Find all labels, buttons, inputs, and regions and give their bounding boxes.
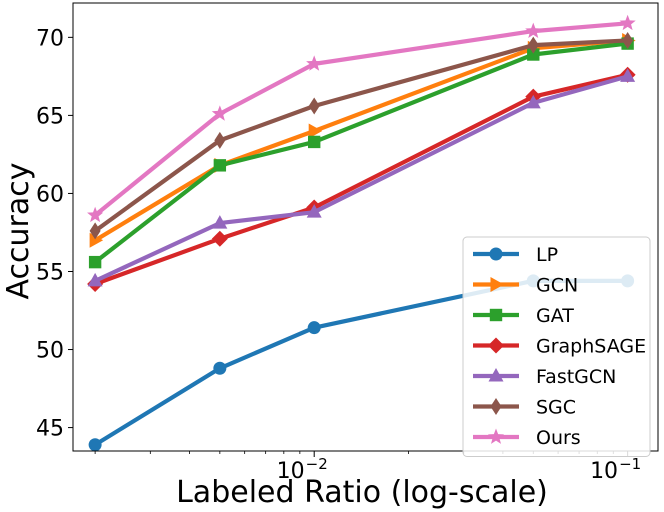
data-point-lp (307, 321, 321, 335)
y-tick-label: 45 (36, 417, 64, 442)
data-point-fastgcn (620, 68, 636, 82)
y-tick-label: 50 (36, 339, 64, 364)
legend-item-fastgcn: FastGCN (473, 366, 616, 388)
y-tick-label: 65 (36, 104, 64, 129)
legend-label: Ours (536, 427, 581, 449)
y-tick-label: 55 (36, 260, 64, 285)
legend-item-gcn: GCN (473, 275, 578, 297)
plot-frame (72, 2, 659, 452)
data-point-sgc (622, 31, 634, 49)
x-axis-label: Labeled Ratio (log-scale) (176, 475, 548, 510)
x-tick-label: 10−1 (590, 455, 641, 484)
data-point-gcn (308, 123, 323, 139)
legend-item-gat: GAT (473, 305, 574, 327)
legend-label: GraphSAGE (536, 336, 646, 358)
data-point-ours (306, 55, 323, 71)
legend-marker (490, 398, 502, 415)
legend-marker (489, 308, 503, 322)
data-point-ours (525, 22, 542, 38)
legend-label: LP (536, 244, 558, 266)
data-point-sgc (89, 222, 101, 240)
legend-marker (489, 247, 503, 261)
data-point-gat (213, 159, 227, 172)
legend-marker (490, 277, 504, 292)
y-axis-label: Accuracy (1, 163, 36, 300)
legend-label: GAT (536, 305, 574, 327)
data-point-gat (527, 48, 540, 61)
data-point-ours (211, 105, 228, 121)
data-point-ours (619, 14, 636, 31)
legend-label: FastGCN (536, 366, 616, 388)
y-tick-label: 70 (36, 26, 64, 51)
plot-area: 45 50 55 60 65 70 10−2 10−1 LP GCN GAT GraphSAGE Fas… (36, 2, 659, 484)
legend-marker (487, 428, 505, 444)
data-point-fastgcn (525, 94, 541, 109)
x-tick-label: 10−2 (277, 455, 328, 484)
legend-marker (488, 337, 504, 354)
data-point-fastgcn (306, 204, 322, 218)
data-point-gat (88, 255, 102, 269)
data-point-fastgcn (212, 215, 228, 229)
data-point-lp (88, 438, 102, 452)
series-gcn (89, 32, 636, 248)
series-sgc (89, 31, 634, 240)
data-point-sgc (214, 131, 226, 149)
series-fastgcn (87, 68, 636, 287)
legend-box (462, 236, 651, 457)
data-point-ours (87, 206, 104, 223)
series-line-gcn (93, 38, 630, 243)
series-ours (87, 14, 636, 223)
legend-item-sgc: SGC (473, 397, 576, 419)
data-point-gcn (89, 232, 104, 248)
data-point-sgc (308, 97, 320, 115)
data-point-graphsage (211, 230, 228, 247)
legend-label: GCN (536, 275, 578, 297)
y-tick-label: 60 (36, 182, 64, 207)
data-point-gat (307, 135, 321, 149)
legend-item-ours: Ours (473, 427, 581, 449)
data-point-fastgcn (87, 272, 103, 287)
legend-marker (488, 368, 504, 382)
data-point-sgc (527, 36, 539, 54)
legend-item-lp: LP (473, 244, 558, 266)
legend-item-graphsage: GraphSAGE (473, 336, 646, 358)
data-point-lp (213, 361, 227, 375)
legend-label: SGC (536, 397, 576, 419)
legend: LP GCN GAT GraphSAGE FastGCN SGC Ours (462, 236, 651, 457)
